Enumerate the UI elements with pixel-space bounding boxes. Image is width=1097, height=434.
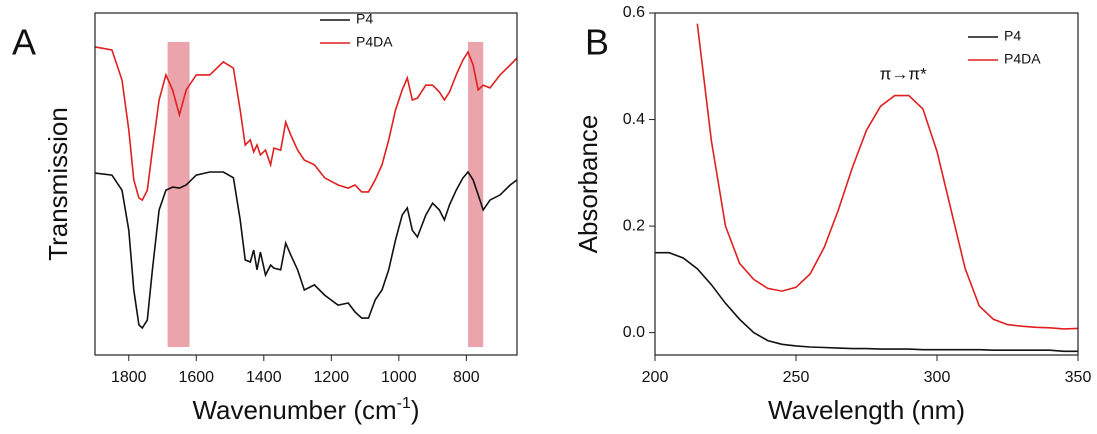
x-axis-label-part: Wavenumber (cm xyxy=(192,395,396,425)
x-tick-label: 300 xyxy=(924,369,951,386)
y-axis-label: Absorbance xyxy=(573,115,603,254)
y-tick-label: 0.2 xyxy=(623,217,645,234)
x-tick-label: 1200 xyxy=(314,369,350,386)
annotation: π→π* xyxy=(880,64,927,83)
plot-area xyxy=(655,23,1078,353)
plot-frame xyxy=(94,12,518,356)
x-tick-label: 1400 xyxy=(246,369,282,386)
legend-label: P4 xyxy=(356,11,373,27)
x-tick-label: 350 xyxy=(1065,369,1092,386)
plot-frame xyxy=(654,12,1079,356)
y-tick-label: 0.6 xyxy=(623,4,645,21)
panel-label: B xyxy=(585,22,609,63)
panel-label: A xyxy=(12,22,36,63)
x-axis-label-part: -1 xyxy=(397,395,411,412)
x-tick-label: 1800 xyxy=(111,369,147,386)
legend-label: P4DA xyxy=(1004,51,1041,67)
highlight-band xyxy=(468,42,484,347)
legend-label: P4DA xyxy=(356,34,393,50)
x-axis-label: Wavenumber (cm-1) xyxy=(192,395,419,425)
x-tick-label: 1600 xyxy=(178,369,214,386)
series-line xyxy=(655,251,1078,353)
x-tick-label: 800 xyxy=(453,369,480,386)
highlight-band xyxy=(167,42,190,347)
x-tick-label: 200 xyxy=(642,369,669,386)
y-tick-label: 0.0 xyxy=(623,324,645,341)
series-line xyxy=(95,46,517,202)
x-tick-label: 250 xyxy=(783,369,810,386)
y-tick-label: 0.4 xyxy=(623,111,645,128)
plot-area xyxy=(95,46,517,330)
x-axis-label-part: Wavelength (nm) xyxy=(768,395,965,425)
series-line xyxy=(696,23,1078,330)
x-axis-label-part: ) xyxy=(411,395,420,425)
x-tick-label: 1000 xyxy=(381,369,417,386)
legend-label: P4 xyxy=(1004,28,1021,44)
y-axis-label: Transmission xyxy=(43,107,73,261)
series-line xyxy=(95,170,517,330)
x-axis-label: Wavelength (nm) xyxy=(768,395,965,425)
